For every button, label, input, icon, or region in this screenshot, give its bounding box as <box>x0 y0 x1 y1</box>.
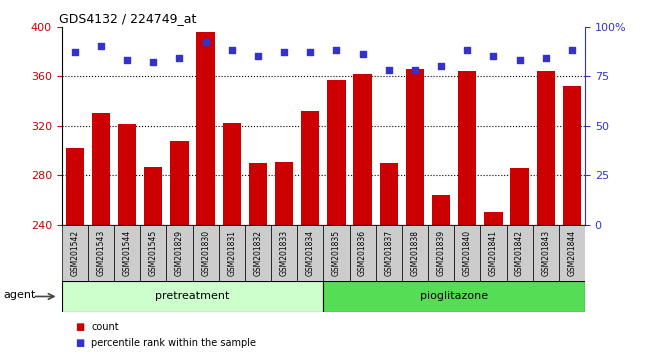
Text: pioglitazone: pioglitazone <box>420 291 488 302</box>
Bar <box>510 168 528 225</box>
Bar <box>66 148 84 225</box>
Bar <box>328 80 346 225</box>
Point <box>174 56 185 61</box>
Text: GSM201836: GSM201836 <box>358 230 367 276</box>
Bar <box>454 225 480 281</box>
Bar <box>275 161 293 225</box>
Bar <box>223 123 241 225</box>
Bar <box>88 225 114 281</box>
Text: GSM201832: GSM201832 <box>254 230 263 276</box>
Bar <box>324 281 585 312</box>
Bar <box>196 32 214 225</box>
Bar <box>297 225 324 281</box>
Text: percentile rank within the sample: percentile rank within the sample <box>91 338 256 348</box>
Point <box>200 40 211 45</box>
Bar <box>484 212 502 225</box>
Bar <box>192 225 218 281</box>
Text: agent: agent <box>3 290 36 300</box>
Point <box>436 63 447 69</box>
Point <box>462 47 473 53</box>
Bar <box>114 225 140 281</box>
Bar <box>92 113 110 225</box>
Bar <box>271 225 297 281</box>
Bar <box>376 225 402 281</box>
Bar <box>402 225 428 281</box>
Bar <box>62 225 88 281</box>
Bar <box>249 163 267 225</box>
Bar <box>380 163 398 225</box>
Bar <box>170 141 188 225</box>
Point <box>514 57 525 63</box>
Bar <box>324 225 350 281</box>
Point <box>332 47 342 53</box>
Text: GSM201829: GSM201829 <box>175 230 184 276</box>
Bar <box>532 225 559 281</box>
Point <box>305 50 315 55</box>
Bar <box>144 166 162 225</box>
Text: ■: ■ <box>75 322 84 332</box>
Bar <box>218 225 245 281</box>
Bar <box>506 225 533 281</box>
Point <box>148 59 159 65</box>
Bar <box>537 71 555 225</box>
Text: GSM201839: GSM201839 <box>437 230 446 276</box>
Text: GSM201831: GSM201831 <box>227 230 237 276</box>
Point <box>410 67 420 73</box>
Bar <box>428 225 454 281</box>
Text: pretreatment: pretreatment <box>155 291 229 302</box>
Bar <box>62 281 324 312</box>
Text: GSM201835: GSM201835 <box>332 230 341 276</box>
Point <box>541 56 551 61</box>
Text: GSM201545: GSM201545 <box>149 230 158 276</box>
Text: GSM201843: GSM201843 <box>541 230 551 276</box>
Point <box>96 44 106 49</box>
Point <box>279 50 289 55</box>
Point <box>253 53 263 59</box>
Bar <box>458 71 476 225</box>
Bar <box>350 225 376 281</box>
Text: GSM201842: GSM201842 <box>515 230 524 276</box>
Bar <box>118 124 136 225</box>
Text: GSM201837: GSM201837 <box>384 230 393 276</box>
Text: GSM201544: GSM201544 <box>123 230 132 276</box>
Bar <box>354 74 372 225</box>
Bar <box>245 225 271 281</box>
Bar <box>559 225 585 281</box>
Bar <box>406 69 424 225</box>
Text: GSM201543: GSM201543 <box>96 230 105 276</box>
Bar <box>480 225 506 281</box>
Text: GSM201833: GSM201833 <box>280 230 289 276</box>
Bar <box>563 86 581 225</box>
Text: GSM201830: GSM201830 <box>201 230 210 276</box>
Point <box>358 51 368 57</box>
Point <box>122 57 133 63</box>
Text: GSM201840: GSM201840 <box>463 230 472 276</box>
Bar <box>140 225 166 281</box>
Bar <box>166 225 192 281</box>
Text: GSM201834: GSM201834 <box>306 230 315 276</box>
Point <box>384 67 394 73</box>
Text: GSM201841: GSM201841 <box>489 230 498 276</box>
Text: GSM201844: GSM201844 <box>567 230 577 276</box>
Text: GSM201838: GSM201838 <box>410 230 419 276</box>
Text: ■: ■ <box>75 338 84 348</box>
Text: GSM201542: GSM201542 <box>70 230 79 276</box>
Text: count: count <box>91 322 119 332</box>
Point <box>567 47 577 53</box>
Point <box>70 50 80 55</box>
Point <box>227 47 237 53</box>
Bar <box>301 111 319 225</box>
Point <box>488 53 499 59</box>
Text: GDS4132 / 224749_at: GDS4132 / 224749_at <box>59 12 196 25</box>
Bar <box>432 195 450 225</box>
